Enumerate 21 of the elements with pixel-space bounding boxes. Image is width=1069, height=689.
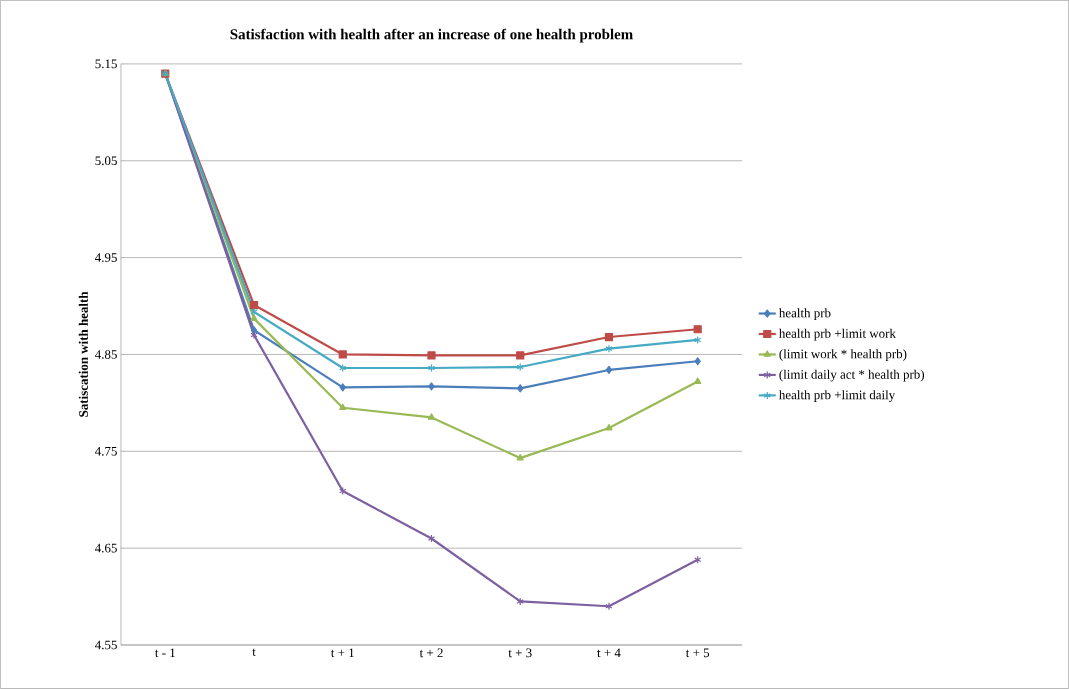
x-tick-label: t - 1 <box>154 648 175 658</box>
chart-title: Satisfaction with health after an increase of one health problem <box>230 28 633 43</box>
legend-label: health prb <box>778 308 831 321</box>
x-tick-label: t <box>252 648 256 656</box>
y-tick-label: 4.75 <box>94 446 117 456</box>
legend-label: (limit work * health prb) <box>779 349 907 361</box>
x-tick-label: t + 2 <box>419 648 443 658</box>
x-tick-label: t + 5 <box>685 648 710 658</box>
y-axis-title: Satiscation with health <box>78 291 88 417</box>
y-tick-label: 4.65 <box>94 543 117 553</box>
legend-label: (limit daily act * health prb) <box>779 369 925 382</box>
y-tick-label: 5.05 <box>95 156 117 166</box>
x-tick-label: t + 1 <box>330 648 354 658</box>
y-tick-label: 4.85 <box>94 350 117 359</box>
legend-label: health prb +limit daily <box>778 390 896 402</box>
x-tick-label: t + 3 <box>508 648 532 658</box>
legend-label: health prb +limit work <box>778 328 896 341</box>
y-tick-label: 5.15 <box>95 59 117 69</box>
x-tick-label: t + 4 <box>597 648 621 658</box>
y-tick-label: 4.95 <box>94 253 117 263</box>
y-tick-label: 4.55 <box>94 640 117 650</box>
